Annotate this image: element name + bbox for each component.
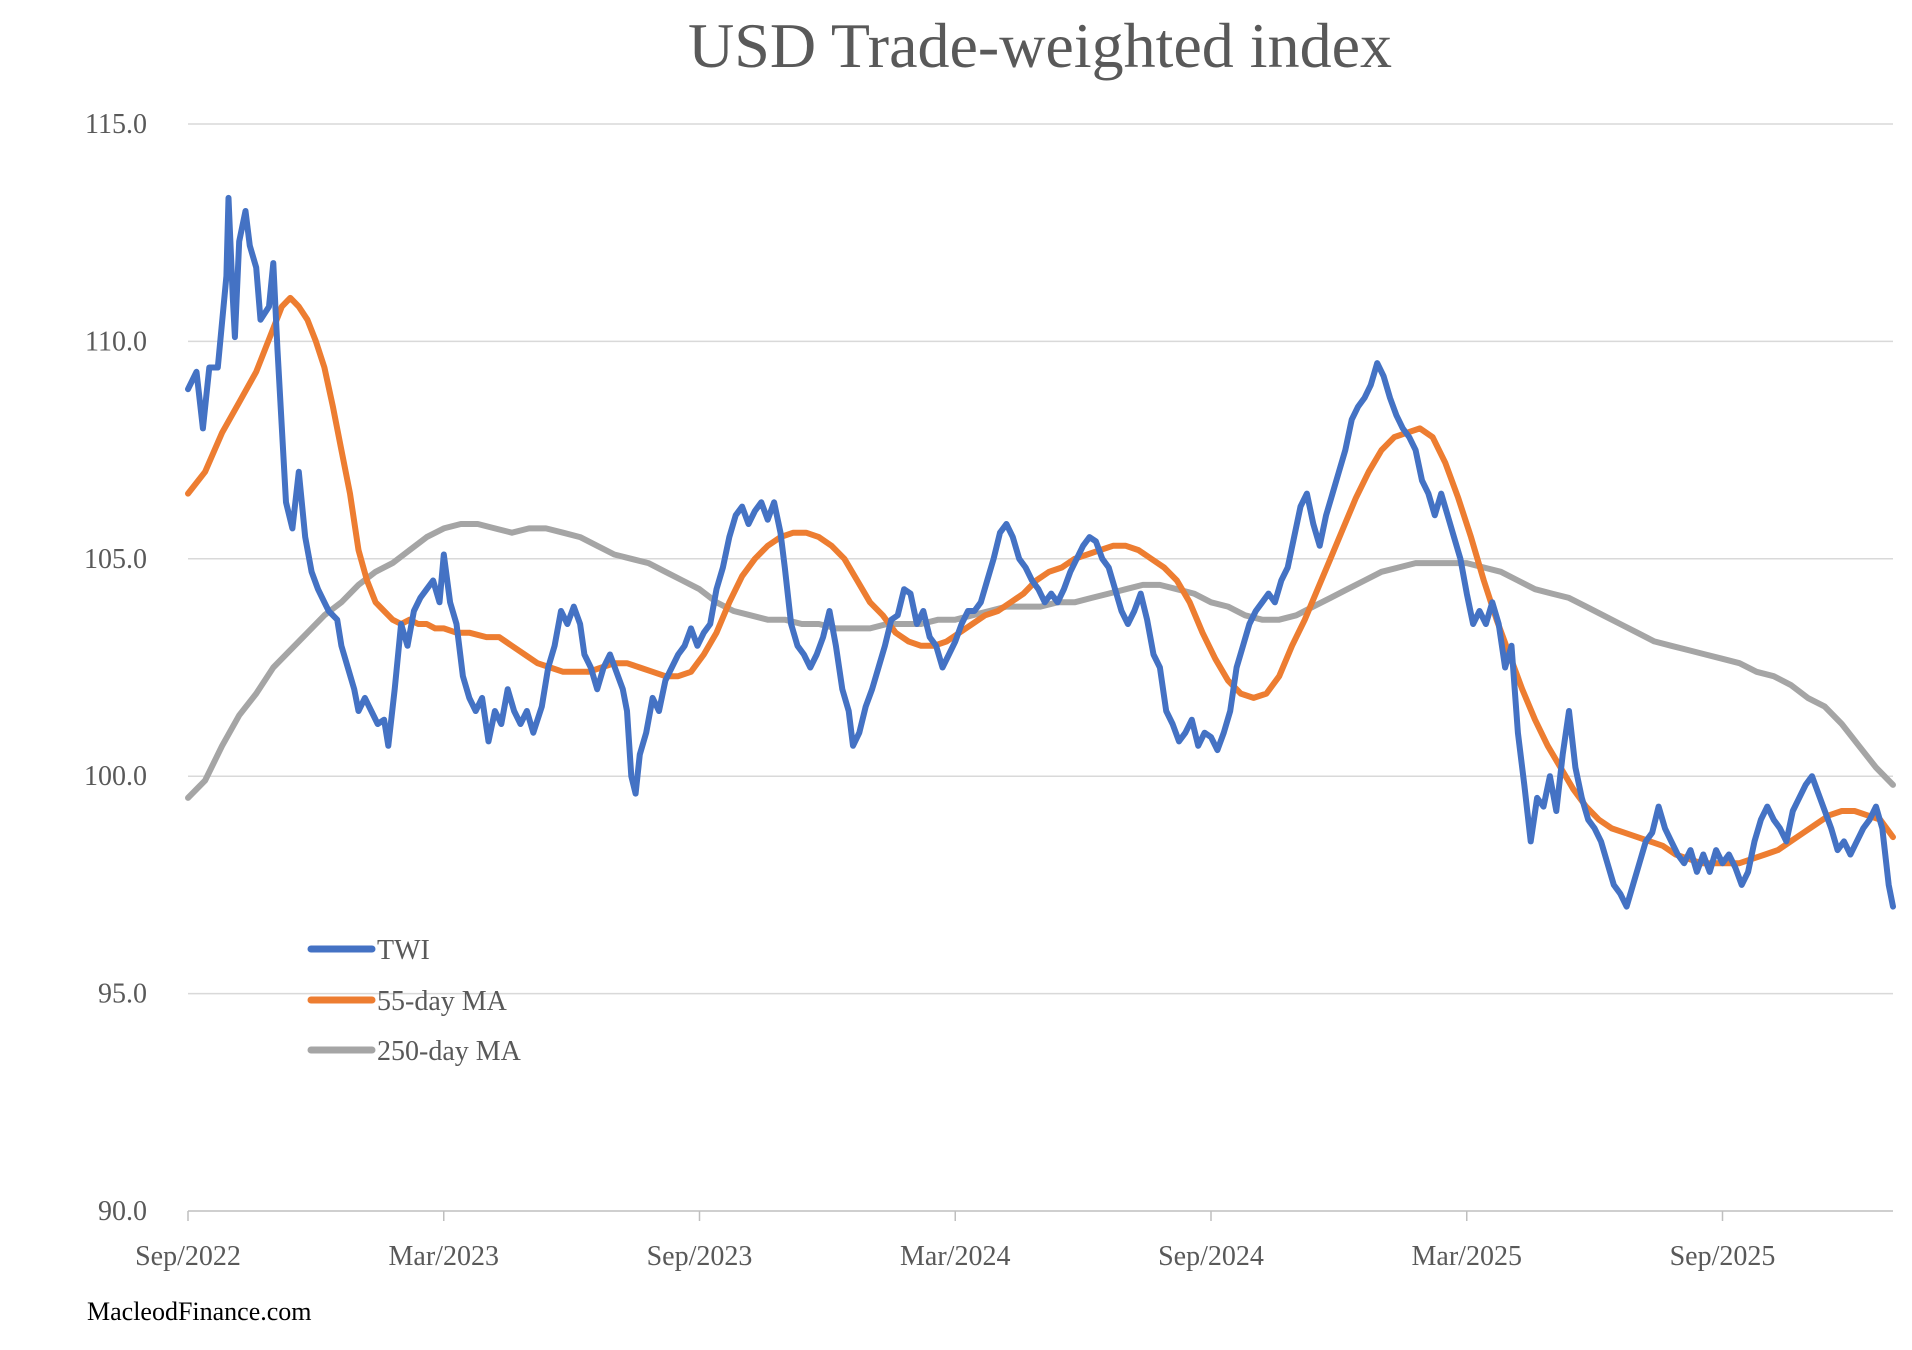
y-axis-tick-labels: 90.0 95.0 100.0 105.0 110.0 115.0 bbox=[84, 109, 147, 1227]
legend-label: TWI bbox=[377, 935, 430, 966]
series-lines bbox=[185, 194, 1896, 910]
y-tick-label: 105.0 bbox=[84, 544, 147, 575]
x-tick-label: Sep/2024 bbox=[1158, 1241, 1264, 1272]
x-tick-label: Sep/2022 bbox=[135, 1241, 241, 1272]
series-line-twi bbox=[185, 194, 1896, 910]
x-axis: Sep/2022 Mar/2023 Sep/2023 Mar/2024 Sep/2024… bbox=[135, 1210, 1893, 1272]
gridlines bbox=[188, 123, 1893, 995]
legend-label: 55-day MA bbox=[377, 986, 508, 1017]
legend: TWI 55-day MA 250-day MA bbox=[307, 935, 522, 1067]
legend-label: 250-day MA bbox=[377, 1036, 522, 1067]
x-tick-label: Sep/2023 bbox=[647, 1241, 753, 1272]
x-tick-label: Mar/2023 bbox=[389, 1241, 499, 1272]
source-label: MacleodFinance.com bbox=[87, 1297, 312, 1326]
y-tick-label: 100.0 bbox=[84, 761, 147, 792]
y-tick-label: 90.0 bbox=[98, 1196, 147, 1227]
x-tick-label: Sep/2025 bbox=[1670, 1241, 1776, 1272]
x-tick-label: Mar/2025 bbox=[1412, 1241, 1522, 1272]
x-tick-label: Mar/2024 bbox=[900, 1241, 1010, 1272]
series-line-250-day-ma bbox=[185, 521, 1896, 801]
series-line-55-day-ma bbox=[185, 294, 1896, 867]
y-tick-label: 95.0 bbox=[98, 979, 147, 1010]
y-tick-label: 115.0 bbox=[85, 109, 147, 140]
y-tick-label: 110.0 bbox=[85, 326, 147, 357]
chart-title: USD Trade-weighted index bbox=[688, 10, 1392, 81]
